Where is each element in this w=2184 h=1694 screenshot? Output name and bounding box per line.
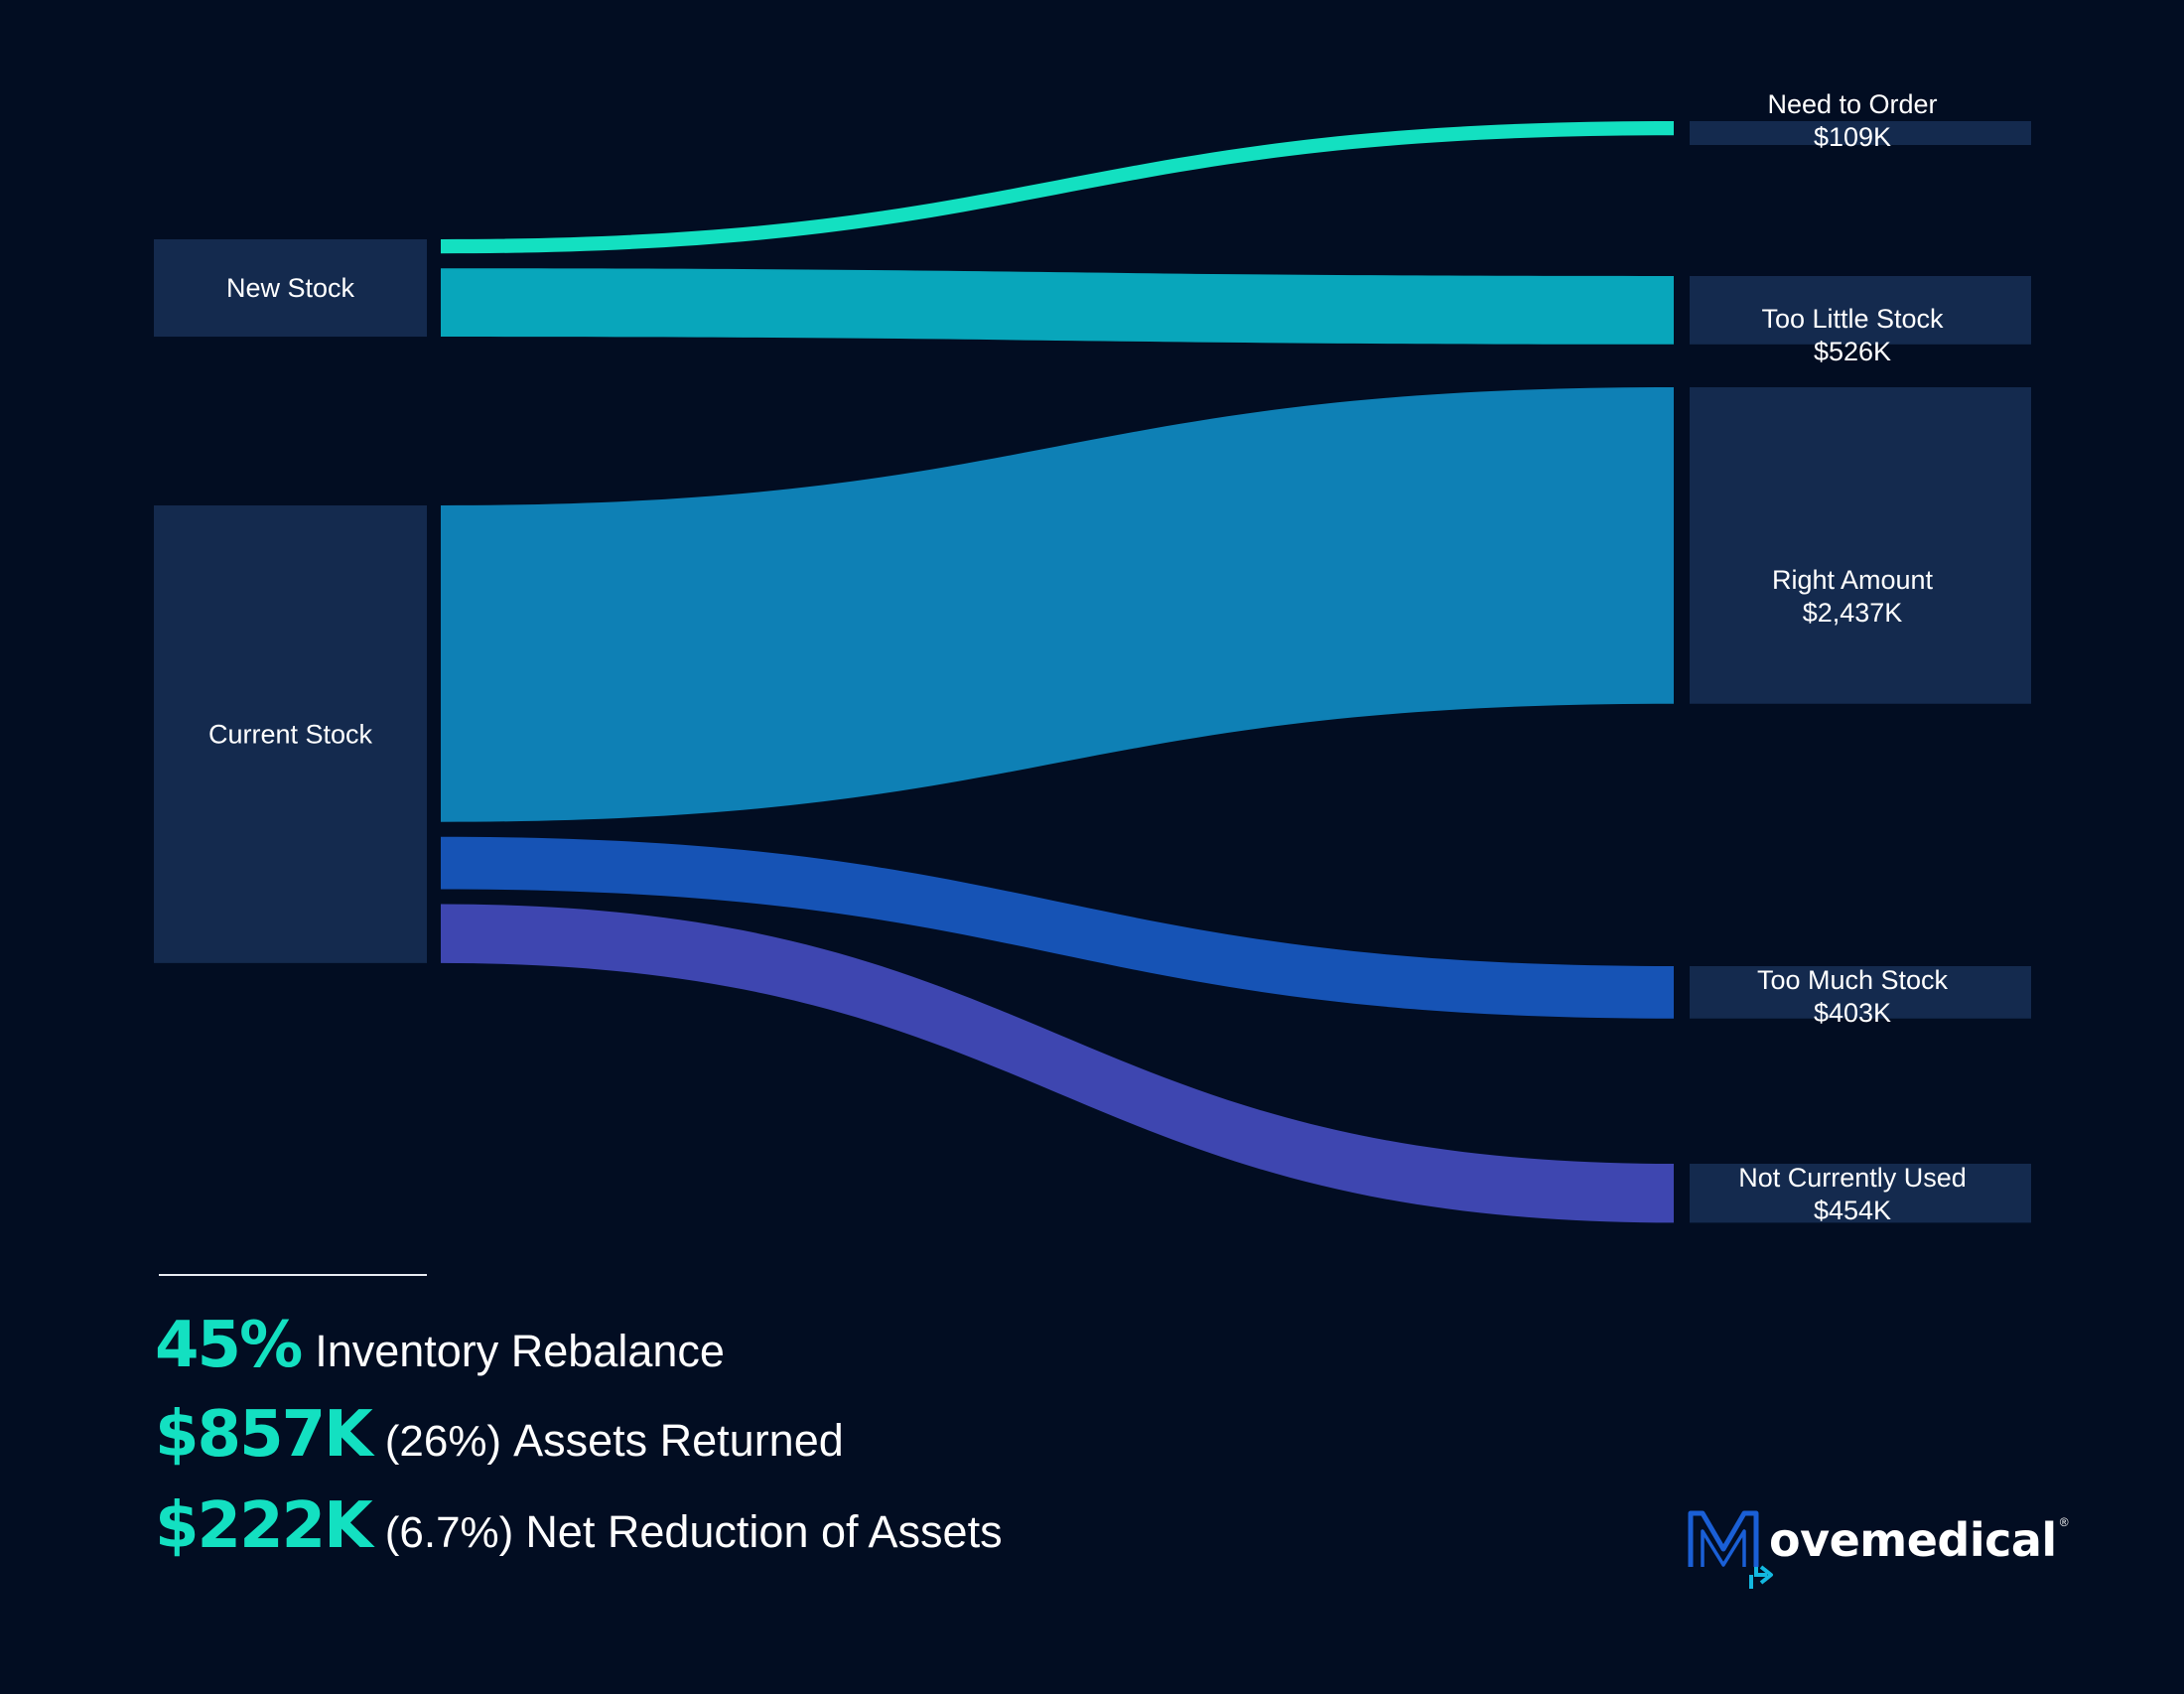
logo-registered-mark: ® [2059,1515,2069,1529]
target-value-right: $2,437K [1803,598,1903,628]
stat-label: Assets Returned [513,1415,844,1466]
link-current-to-right [441,387,1674,822]
logo-m-arrow-icon [1688,1510,1773,1589]
source-label-current: Current Stock [208,719,373,749]
target-value-order: $109K [1814,122,1891,152]
link-current-to-much [441,836,1674,1019]
source-node-current [154,505,427,963]
target-node-order [1690,121,2031,145]
stat-percent: (26%) [384,1417,502,1466]
target-label-order: Need to Order [1767,89,1937,119]
target-label-little: Too Little Stock [1761,304,1944,334]
source-node-new [154,239,427,338]
stat-net-reduction: $222K (6.7%) Net Reduction of Assets [155,1489,1003,1569]
target-value-much: $403K [1814,998,1891,1028]
stat-value: $857K [155,1398,373,1472]
stat-label: Inventory Rebalance [315,1326,725,1376]
target-label-right: Right Amount [1772,565,1934,595]
link-current-to-unused [441,904,1674,1223]
stat-value: $222K [155,1489,373,1563]
stats-divider [159,1274,427,1276]
target-value-little: $526K [1814,337,1891,366]
target-label-unused: Not Currently Used [1738,1163,1967,1193]
link-new-to-order [441,121,1674,254]
link-new-to-little [441,268,1674,345]
source-label-new: New Stock [226,273,355,303]
stat-label: Net Reduction of Assets [525,1506,1003,1557]
stat-inventory-rebalance: 45% Inventory Rebalance [155,1309,725,1388]
target-node-little [1690,276,2031,345]
target-node-much [1690,966,2031,1019]
stat-value: 45% [155,1309,303,1382]
stat-assets-returned: $857K (26%) Assets Returned [155,1398,844,1478]
sankey-chart: Need to Order$109K Too Little Stock $526K R… [154,89,2031,1225]
movemedical-logo: ovemedical ® [1688,1509,2069,1601]
sankey-links [441,121,1674,1223]
target-value-unused: $454K [1814,1196,1891,1225]
logo-text: ovemedical [1769,1513,2057,1567]
sankey-nodes: Need to Order$109K Too Little Stock $526K R… [154,89,2031,1225]
target-node-right [1690,387,2031,704]
target-label-much: Too Much Stock [1757,965,1949,995]
stat-percent: (6.7%) [384,1508,514,1557]
target-node-unused [1690,1164,2031,1223]
